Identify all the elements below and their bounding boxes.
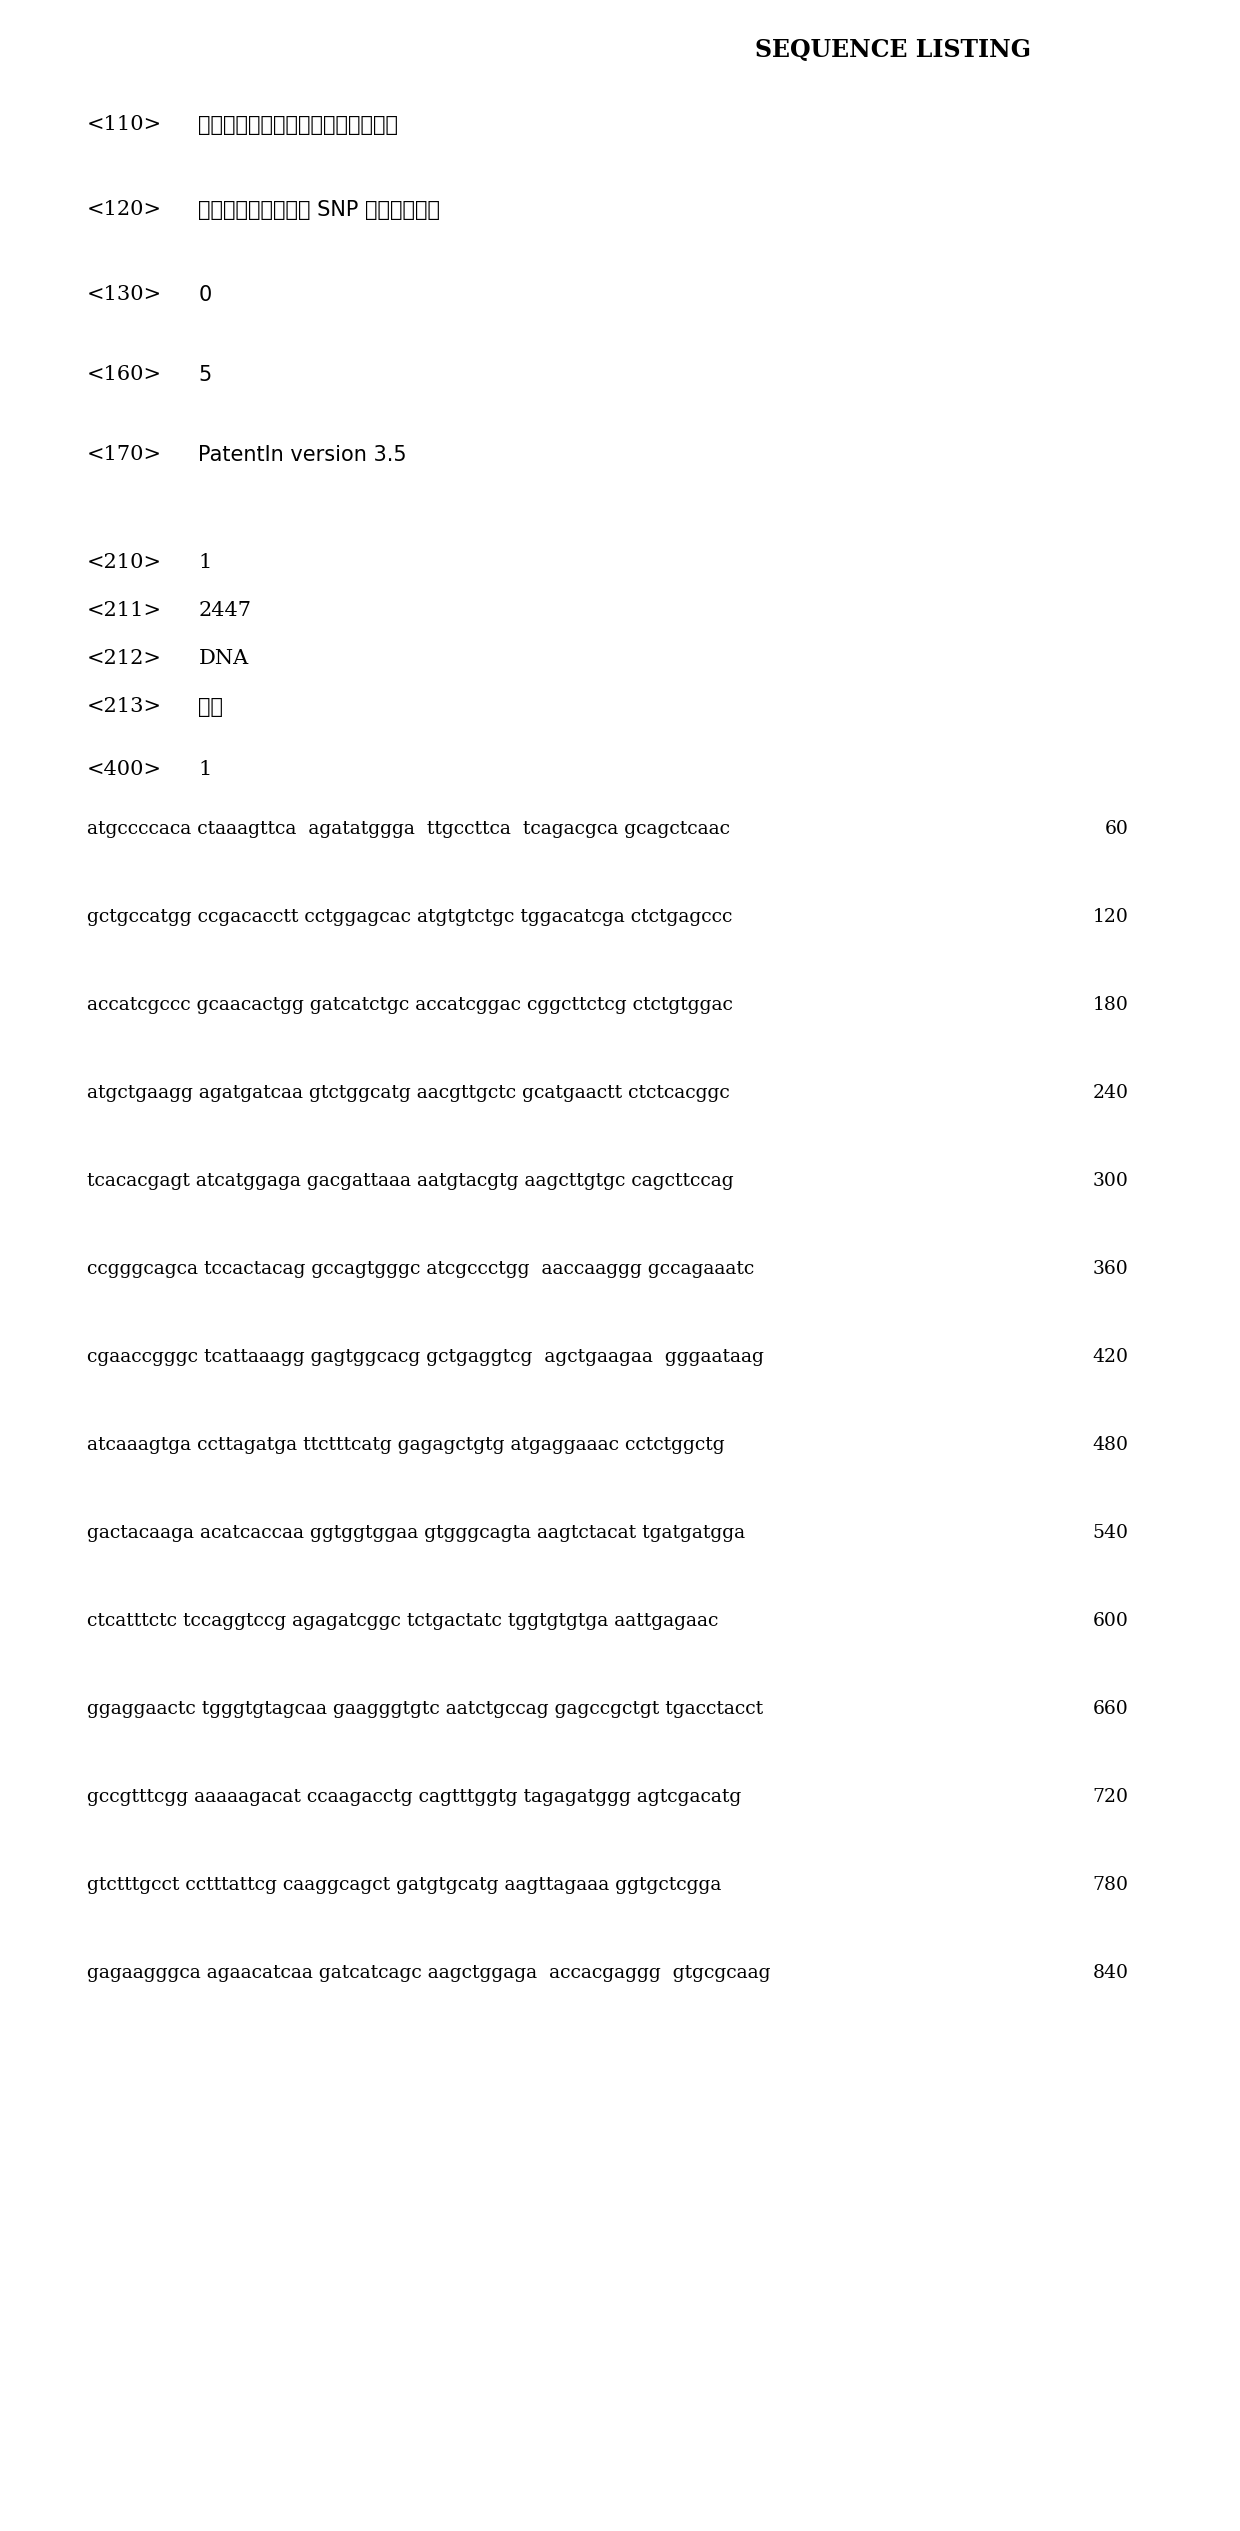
Text: ccgggcagca tccactacag gccagtgggc atcgccctgg  aaccaaggg gccagaaatc: ccgggcagca tccactacag gccagtgggc atcgccc… bbox=[87, 1260, 754, 1278]
Text: <212>: <212> bbox=[87, 648, 161, 668]
Text: atgctgaagg agatgatcaa gtctggcatg aacgttgctc gcatgaactt ctctcacggc: atgctgaagg agatgatcaa gtctggcatg aacgttg… bbox=[87, 1083, 729, 1101]
Text: <211>: <211> bbox=[87, 600, 161, 620]
Text: 草鱼: 草鱼 bbox=[198, 696, 223, 716]
Text: gctgccatgg ccgacacctt cctggagcac atgtgtctgc tggacatcga ctctgagccc: gctgccatgg ccgacacctt cctggagcac atgtgtc… bbox=[87, 909, 732, 926]
Text: gactacaaga acatcaccaa ggtggtggaa gtgggcagta aagtctacat tgatgatgga: gactacaaga acatcaccaa ggtggtggaa gtgggca… bbox=[87, 1524, 745, 1541]
Text: accatcgccc gcaacactgg gatcatctgc accatcggac cggcttctcg ctctgtggac: accatcgccc gcaacactgg gatcatctgc accatcg… bbox=[87, 997, 733, 1015]
Text: 中国水产科学研究院珠江水产研究所: 中国水产科学研究院珠江水产研究所 bbox=[198, 114, 398, 134]
Text: <213>: <213> bbox=[87, 696, 161, 716]
Text: 720: 720 bbox=[1092, 1787, 1128, 1807]
Text: <120>: <120> bbox=[87, 200, 161, 220]
Text: <170>: <170> bbox=[87, 445, 161, 463]
Text: cgaaccgggc tcattaaagg gagtggcacg gctgaggtcg  agctgaagaa  gggaataag: cgaaccgggc tcattaaagg gagtggcacg gctgagg… bbox=[87, 1349, 764, 1367]
Text: 780: 780 bbox=[1092, 1875, 1128, 1893]
Text: <400>: <400> bbox=[87, 759, 161, 780]
Text: 300: 300 bbox=[1092, 1172, 1128, 1190]
Text: <130>: <130> bbox=[87, 286, 162, 304]
Text: 120: 120 bbox=[1092, 909, 1128, 926]
Text: gccgtttcgg aaaaagacat ccaagacctg cagtttggtg tagagatggg agtcgacatg: gccgtttcgg aaaaagacat ccaagacctg cagtttg… bbox=[87, 1787, 742, 1807]
Text: 60: 60 bbox=[1105, 820, 1128, 838]
Text: ggaggaactc tgggtgtagcaa gaagggtgtc aatctgccag gagccgctgt tgacctacct: ggaggaactc tgggtgtagcaa gaagggtgtc aatct… bbox=[87, 1701, 763, 1719]
Text: DNA: DNA bbox=[198, 648, 249, 668]
Text: 480: 480 bbox=[1092, 1435, 1128, 1453]
Text: SEQUENCE LISTING: SEQUENCE LISTING bbox=[755, 38, 1030, 61]
Text: 660: 660 bbox=[1092, 1701, 1128, 1719]
Text: atcaaagtga ccttagatga ttctttcatg gagagctgtg atgaggaaac cctctggctg: atcaaagtga ccttagatga ttctttcatg gagagct… bbox=[87, 1435, 724, 1453]
Text: <110>: <110> bbox=[87, 114, 162, 134]
Text: ctcatttctc tccaggtccg agagatcggc tctgactatc tggtgtgtga aattgagaac: ctcatttctc tccaggtccg agagatcggc tctgact… bbox=[87, 1612, 718, 1630]
Text: 草鱼耐糖性能相关的 SNP 标记及其应用: 草鱼耐糖性能相关的 SNP 标记及其应用 bbox=[198, 200, 440, 220]
Text: 5: 5 bbox=[198, 364, 212, 385]
Text: 240: 240 bbox=[1092, 1083, 1128, 1101]
Text: 420: 420 bbox=[1092, 1349, 1128, 1367]
Text: 360: 360 bbox=[1092, 1260, 1128, 1278]
Text: 540: 540 bbox=[1092, 1524, 1128, 1541]
Text: <210>: <210> bbox=[87, 552, 161, 572]
Text: 600: 600 bbox=[1092, 1612, 1128, 1630]
Text: 840: 840 bbox=[1092, 1964, 1128, 1982]
Text: gtctttgcct cctttattcg caaggcagct gatgtgcatg aagttagaaa ggtgctcgga: gtctttgcct cctttattcg caaggcagct gatgtgc… bbox=[87, 1875, 722, 1893]
Text: 1: 1 bbox=[198, 552, 212, 572]
Text: tcacacgagt atcatggaga gacgattaaa aatgtacgtg aagcttgtgc cagcttccag: tcacacgagt atcatggaga gacgattaaa aatgtac… bbox=[87, 1172, 733, 1190]
Text: atgccccaca ctaaagttca  agatatggga  ttgccttca  tcagacgca gcagctcaac: atgccccaca ctaaagttca agatatggga ttgcctt… bbox=[87, 820, 730, 838]
Text: 180: 180 bbox=[1092, 997, 1128, 1015]
Text: <160>: <160> bbox=[87, 364, 161, 385]
Text: 2447: 2447 bbox=[198, 600, 252, 620]
Text: gagaagggca agaacatcaa gatcatcagc aagctggaga  accacgaggg  gtgcgcaag: gagaagggca agaacatcaa gatcatcagc aagctgg… bbox=[87, 1964, 770, 1982]
Text: 1: 1 bbox=[198, 759, 212, 780]
Text: PatentIn version 3.5: PatentIn version 3.5 bbox=[198, 445, 407, 466]
Text: 0: 0 bbox=[198, 286, 212, 306]
